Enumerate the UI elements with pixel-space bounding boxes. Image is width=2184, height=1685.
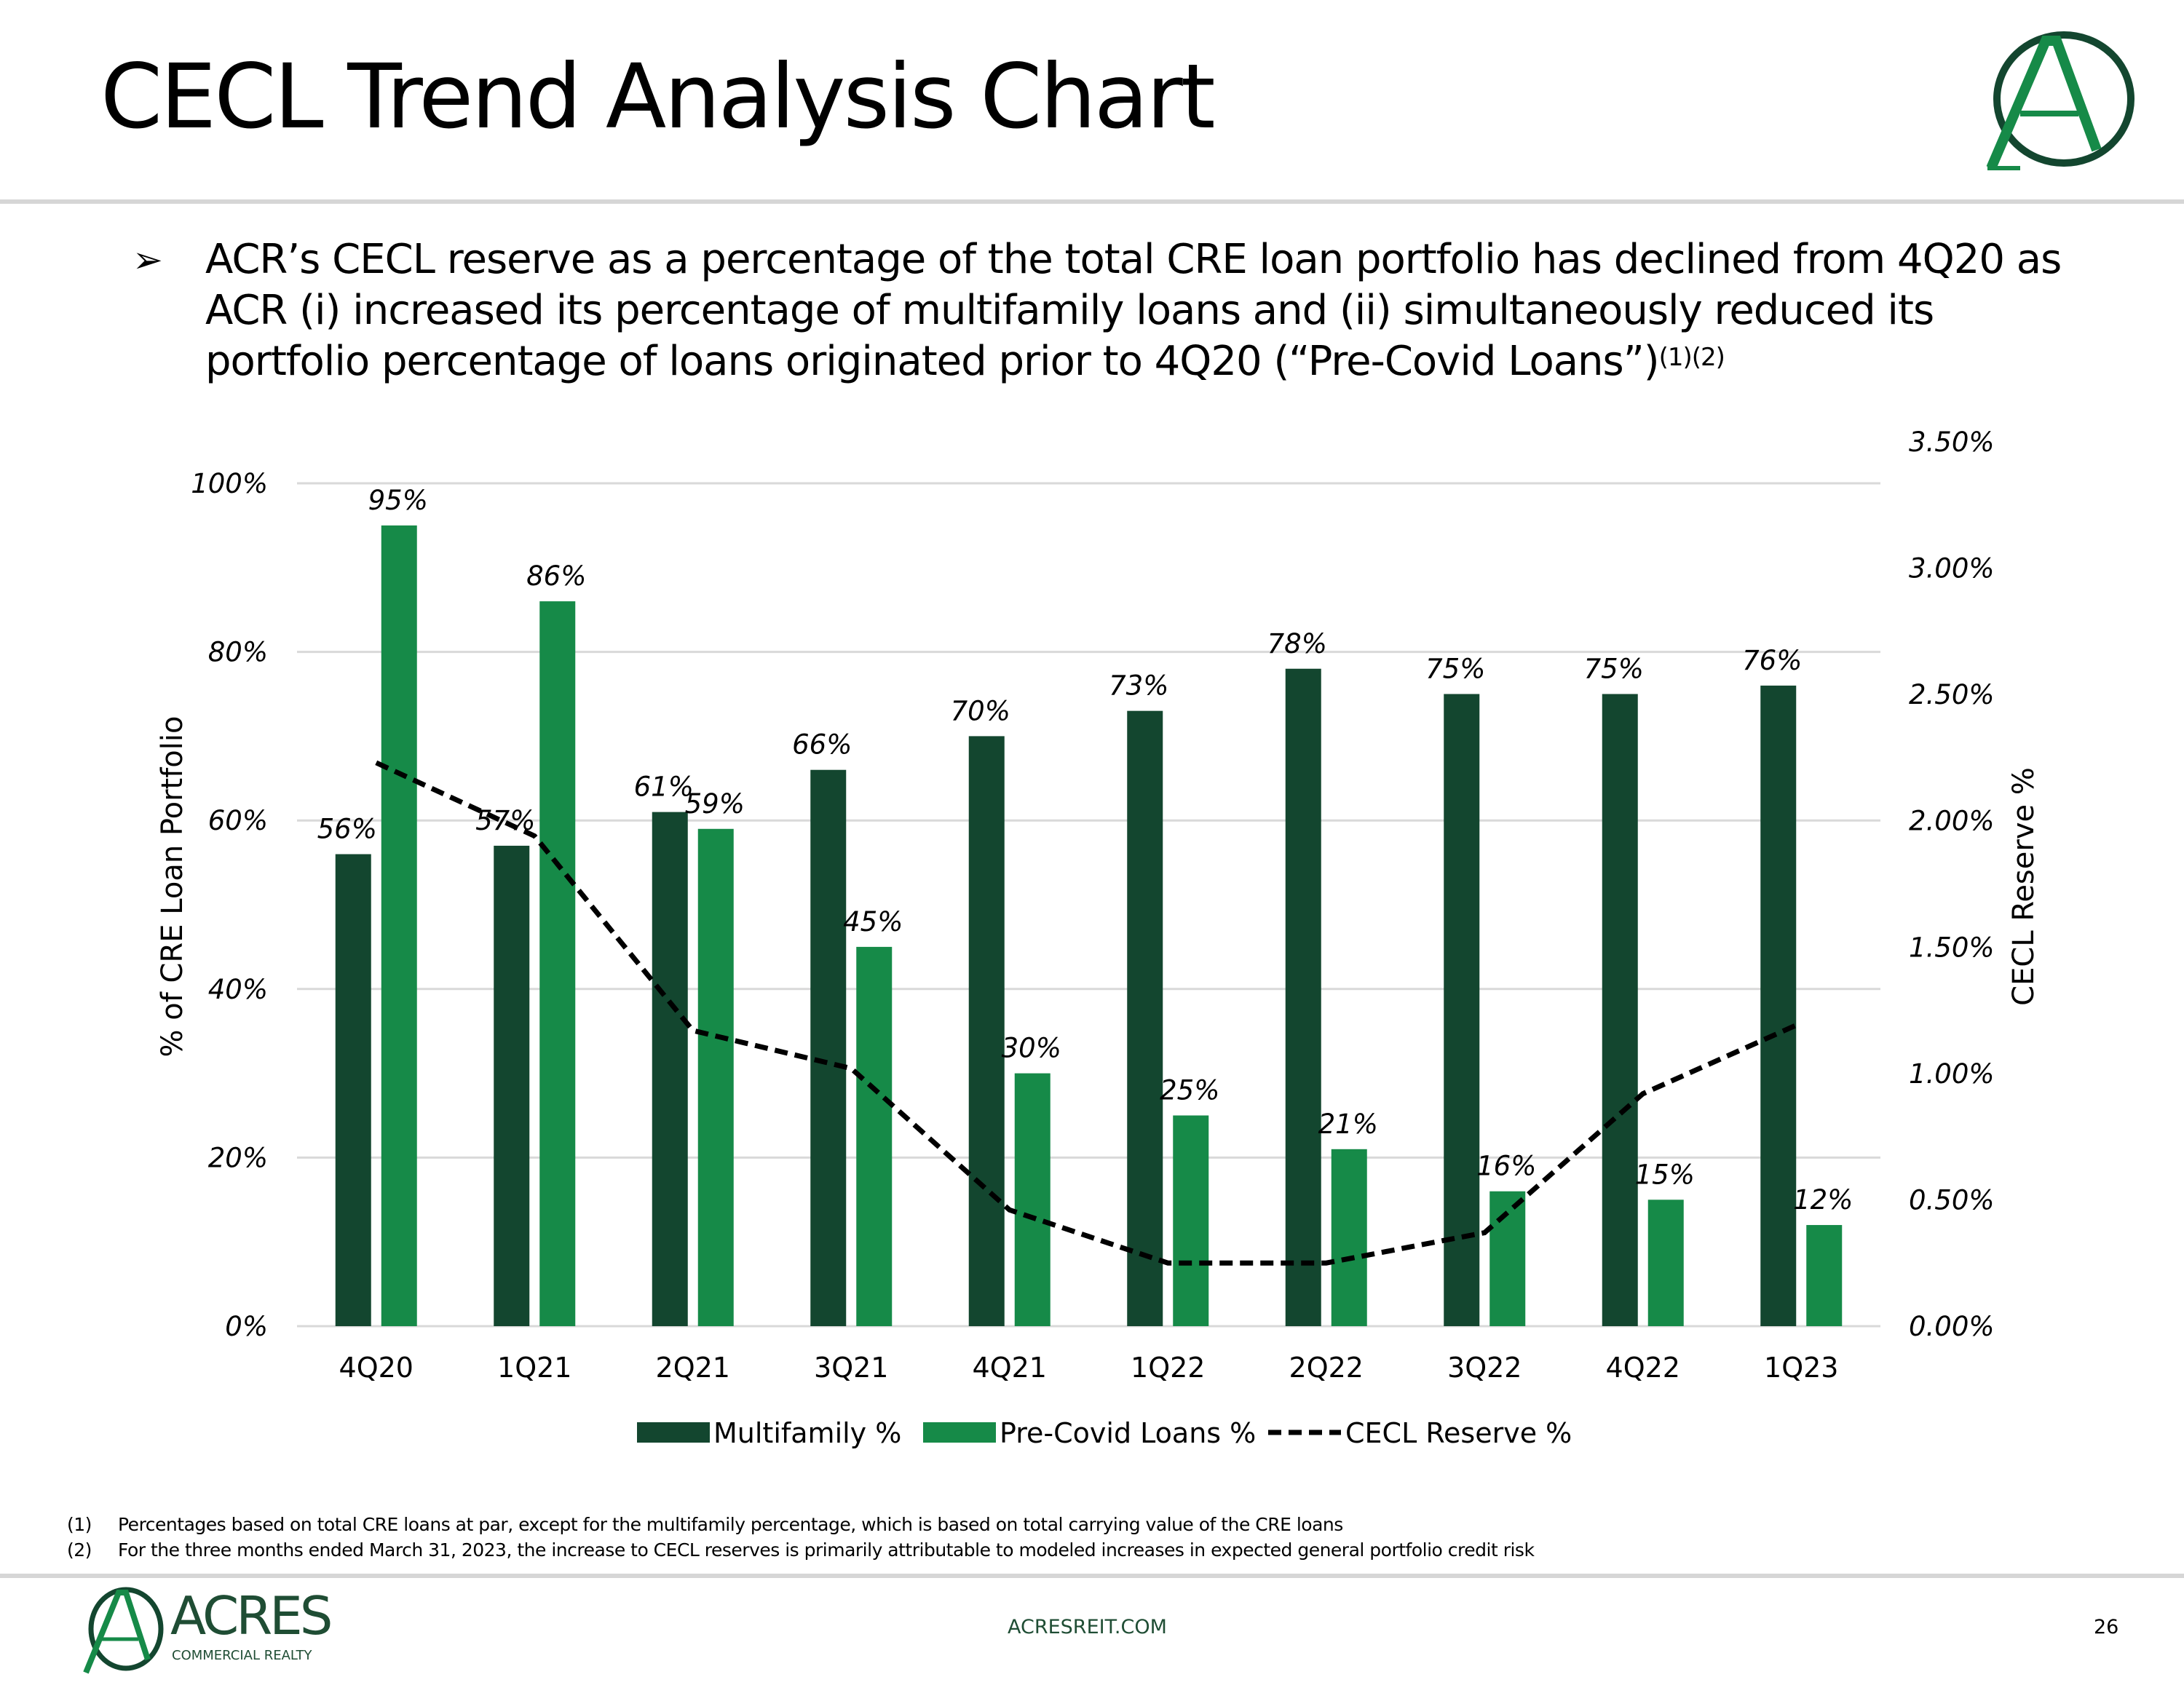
bar-precovid — [381, 525, 417, 1326]
x-tick-label: 4Q20 — [339, 1352, 414, 1384]
x-tick-label: 3Q22 — [1447, 1352, 1522, 1384]
x-tick-label: 4Q21 — [973, 1352, 1047, 1384]
data-label-multifamily: 78% — [1267, 628, 1327, 659]
bar-multifamily — [494, 845, 530, 1326]
data-label-multifamily: 56% — [317, 814, 377, 845]
arrow-bullet-icon: ➢ — [132, 239, 163, 281]
x-tick-label: 2Q22 — [1289, 1352, 1364, 1384]
bar-precovid — [1014, 1073, 1051, 1326]
y-right-tick-label: 3.50% — [1909, 427, 1995, 458]
y-tick-label: 100% — [191, 468, 268, 499]
y-right-tick-label: 0.50% — [1909, 1184, 1995, 1216]
y-tick-label: 20% — [208, 1142, 268, 1173]
footnote-text: For the three months ended March 31, 202… — [118, 1539, 1535, 1561]
page-title: CECL Trend Analysis Chart — [100, 45, 1216, 148]
bar-precovid — [539, 601, 576, 1326]
bar-multifamily — [652, 812, 688, 1326]
data-label-multifamily: 75% — [1584, 654, 1644, 685]
legend-swatch-multifamily — [637, 1422, 710, 1443]
bar-multifamily — [1602, 694, 1638, 1326]
y-tick-label: 0% — [225, 1311, 268, 1342]
footer-divider — [0, 1574, 2184, 1578]
bar-multifamily — [1760, 685, 1797, 1326]
y-axis-title: % of CRE Loan Portfolio — [156, 716, 189, 1058]
data-label-multifamily: 76% — [1742, 645, 1802, 676]
bar-precovid — [697, 828, 734, 1326]
data-label-precovid: 30% — [1002, 1033, 1061, 1064]
x-tick-label: 2Q21 — [656, 1352, 730, 1384]
acres-logo-icon — [83, 1587, 164, 1674]
summary-text: ACR’s CECL reserve as a percentage of th… — [205, 236, 2062, 385]
footnote-ref: (1)(2) — [1658, 343, 1725, 372]
y-tick-label: 80% — [208, 637, 268, 668]
cecl-reserve-line — [375, 760, 1803, 1266]
footnote-number: (1) — [67, 1514, 92, 1535]
x-tick-label: 1Q22 — [1131, 1352, 1205, 1384]
data-label-precovid: 86% — [526, 560, 586, 592]
page-number: 26 — [2094, 1616, 2119, 1638]
data-label-precovid: 45% — [843, 906, 903, 937]
bar-precovid — [1806, 1225, 1843, 1326]
legend-label-cecl: CECL Reserve % — [1345, 1417, 1572, 1449]
y-right-tick-label: 2.50% — [1909, 679, 1995, 710]
bar-multifamily — [1444, 694, 1480, 1326]
data-label-precovid: 25% — [1160, 1075, 1219, 1106]
brand-name: ACRES — [170, 1585, 333, 1646]
header-divider — [0, 199, 2184, 204]
footnote-text: Percentages based on total CRE loans at … — [118, 1514, 1343, 1535]
y-right-tick-label: 1.00% — [1909, 1058, 1995, 1090]
data-label-multifamily: 73% — [1109, 670, 1168, 702]
legend-label-multifamily: Multifamily % — [713, 1417, 901, 1449]
data-label-precovid: 16% — [1476, 1151, 1536, 1182]
y-right-axis-title: CECL Reserve % — [2007, 767, 2041, 1006]
footer-website-link[interactable]: ACRESREIT.COM — [1008, 1616, 1167, 1638]
bar-multifamily — [968, 736, 1005, 1326]
data-label-multifamily: 70% — [951, 695, 1010, 726]
bar-multifamily — [810, 769, 847, 1326]
y-tick-label: 40% — [208, 974, 268, 1005]
x-tick-label: 1Q21 — [497, 1352, 571, 1384]
bar-precovid — [856, 946, 893, 1326]
footnote-number: (2) — [67, 1539, 92, 1561]
x-tick-label: 3Q21 — [814, 1352, 888, 1384]
y-right-tick-label: 2.00% — [1909, 806, 1995, 837]
data-label-multifamily: 66% — [792, 729, 852, 761]
data-label-precovid: 12% — [1793, 1184, 1853, 1216]
legend-label-precovid: Pre-Covid Loans % — [1000, 1417, 1256, 1449]
data-label-precovid: 59% — [685, 788, 745, 820]
bar-multifamily — [1127, 710, 1163, 1326]
legend-swatch-precovid — [923, 1422, 996, 1443]
cecl-trend-chart: 0% 20% 40% 60% 80% 100% 0.00% 0.50% 1.00% 1.50% 2.… — [156, 427, 2041, 1449]
data-label-multifamily: 61% — [634, 772, 694, 803]
data-label-multifamily: 75% — [1425, 654, 1485, 685]
bar-precovid — [1173, 1115, 1209, 1326]
x-tick-label: 1Q23 — [1764, 1352, 1838, 1384]
data-label-precovid: 95% — [368, 485, 428, 516]
brand-subtitle: COMMERCIAL REALTY — [172, 1648, 312, 1663]
bar-multifamily — [335, 854, 371, 1326]
x-tick-label: 4Q22 — [1606, 1352, 1680, 1384]
bar-precovid — [1489, 1191, 1526, 1326]
footer-logo: ACRES COMMERCIAL REALTY — [79, 1587, 341, 1674]
bar-multifamily — [1285, 668, 1321, 1326]
data-label-precovid: 21% — [1318, 1109, 1378, 1140]
y-tick-label: 60% — [208, 805, 268, 836]
y-right-tick-label: 1.50% — [1909, 932, 1995, 963]
bar-precovid — [1647, 1200, 1684, 1326]
data-label-precovid: 15% — [1635, 1159, 1695, 1190]
bar-precovid — [1331, 1149, 1367, 1326]
y-right-tick-label: 0.00% — [1909, 1311, 1995, 1342]
y-right-tick-label: 3.00% — [1909, 553, 1995, 584]
acres-logo-top — [1986, 31, 2134, 170]
